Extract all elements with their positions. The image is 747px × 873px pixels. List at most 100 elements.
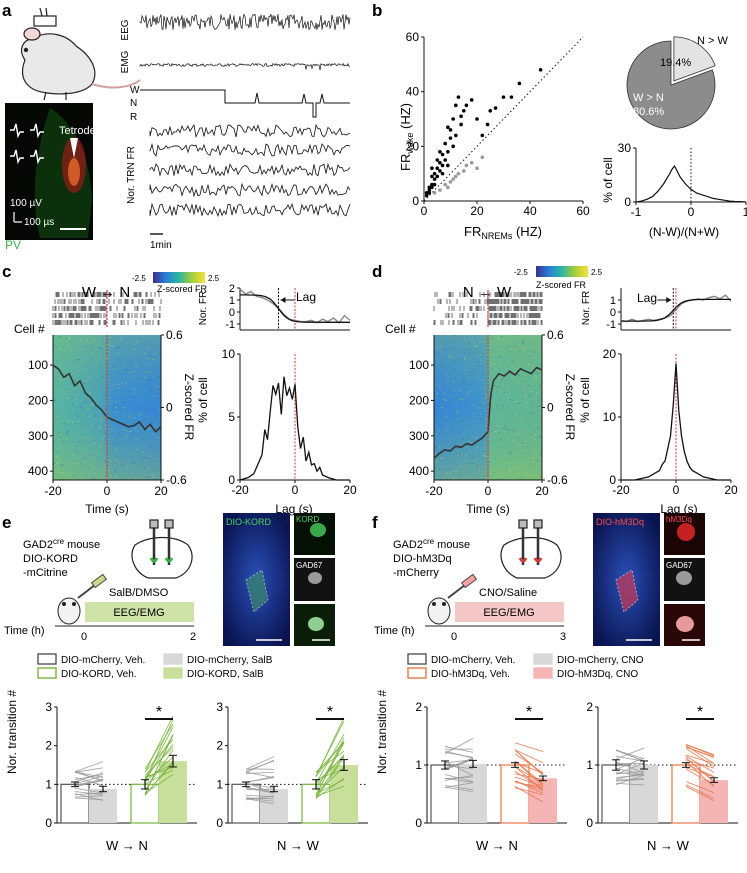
scatter-point [438,160,442,165]
heat-pixel [155,398,158,400]
heat-pixel [139,371,142,373]
heat-pixel [151,469,154,471]
heat-pixel [469,436,472,438]
heat-pixel [65,337,68,339]
heat-pixel [493,424,496,426]
heat-pixel [473,338,476,340]
heat-pixel [449,421,452,423]
heat-pixel [133,344,136,346]
identity-line [423,36,584,202]
heat-pixel [512,469,515,471]
heat-pixel [60,471,63,473]
fr-trace [149,182,351,198]
heat-pixel [114,442,117,444]
heat-pixel [64,471,67,473]
heat-pixel [62,440,65,442]
tetrode-arrow-icon [70,138,78,158]
y-tick-label: 0 [45,816,52,830]
heat-pixel [66,431,69,433]
subject-line [615,770,645,775]
heat-pixel [503,391,506,393]
subject-line [514,786,544,803]
c-colorbar [153,272,205,283]
heat-pixel [112,464,115,466]
d-spike-raster [433,290,543,327]
heat-pixel [113,367,116,369]
heat-pixel [109,400,112,402]
c-row-label: Cell # [14,322,45,336]
heat-pixel [99,385,102,387]
heat-pixel [133,388,136,390]
heat-pixel [486,348,489,350]
heat-pixel [438,477,441,479]
heat-pixel [71,454,74,456]
heat-pixel [442,477,445,479]
heat-pixel [91,353,94,355]
scatter-point [435,158,440,162]
heat-pixel [133,477,136,479]
subject-line [514,762,544,774]
heat-pixel [122,472,125,474]
heat-pixel [126,436,129,438]
heat-pixel [462,478,465,480]
heat-pixel [117,345,120,347]
heat-pixel [153,395,156,397]
heat-pixel [124,445,127,447]
heat-pixel [98,376,101,378]
heat-pixel [136,375,139,377]
subject-line [514,760,544,786]
trace-label-eeg: EEG [120,19,131,40]
heat-pixel [532,458,535,460]
heat-pixel [498,338,501,340]
z-tick-label: 0 [166,401,173,415]
heat-pixel [125,368,128,370]
heat-pixel [470,436,473,438]
heat-pixel [463,360,466,362]
scatter-point [509,95,514,99]
heat-pixel [505,452,508,454]
heat-pixel [143,454,146,456]
subject-line [245,798,275,805]
heat-pixel [446,434,449,436]
scatter-point [427,188,432,192]
heat-pixel [435,393,438,395]
subject-line [245,756,275,770]
heat-pixel [452,380,455,382]
subject-line [514,780,544,791]
heat-pixel [63,423,66,425]
heat-pixel [508,469,511,471]
heat-pixel [482,387,485,389]
z-tick-label: -0.6 [166,473,187,487]
heat-pixel [93,387,96,389]
heat-pixel [130,446,133,448]
heat-pixel [146,476,149,478]
cell-tick-label: 200 [409,393,429,407]
heat-pixel [55,451,58,453]
heat-pixel [498,410,501,412]
heat-pixel [532,448,535,450]
mouse-with-implant-illustration [21,7,141,101]
heat-pixel [57,469,60,471]
pie-pct-n-gt-w: 19.4% [660,57,691,69]
fr-trace [149,202,351,218]
heat-pixel [496,404,499,406]
heat-pixel [153,353,156,355]
heat-pixel [487,404,490,406]
time-tick-label: -20 [425,484,443,498]
heat-pixel [449,456,452,458]
heat-pixel [503,449,506,451]
heat-pixel [90,455,93,457]
heat-pixel [497,336,500,338]
heat-pixel [464,380,467,382]
heat-pixel [68,390,71,392]
heat-pixel [491,401,494,403]
heat-pixel [149,389,152,391]
heat-pixel [494,409,497,411]
subject-line [74,778,104,787]
f-brain-section-icon [500,519,562,579]
scatter-point [430,182,434,187]
heat-pixel [125,414,128,416]
d-heat-ylabel: Z-scored FR [563,374,577,441]
heat-pixel [141,474,144,476]
legend-swatch [407,667,427,679]
